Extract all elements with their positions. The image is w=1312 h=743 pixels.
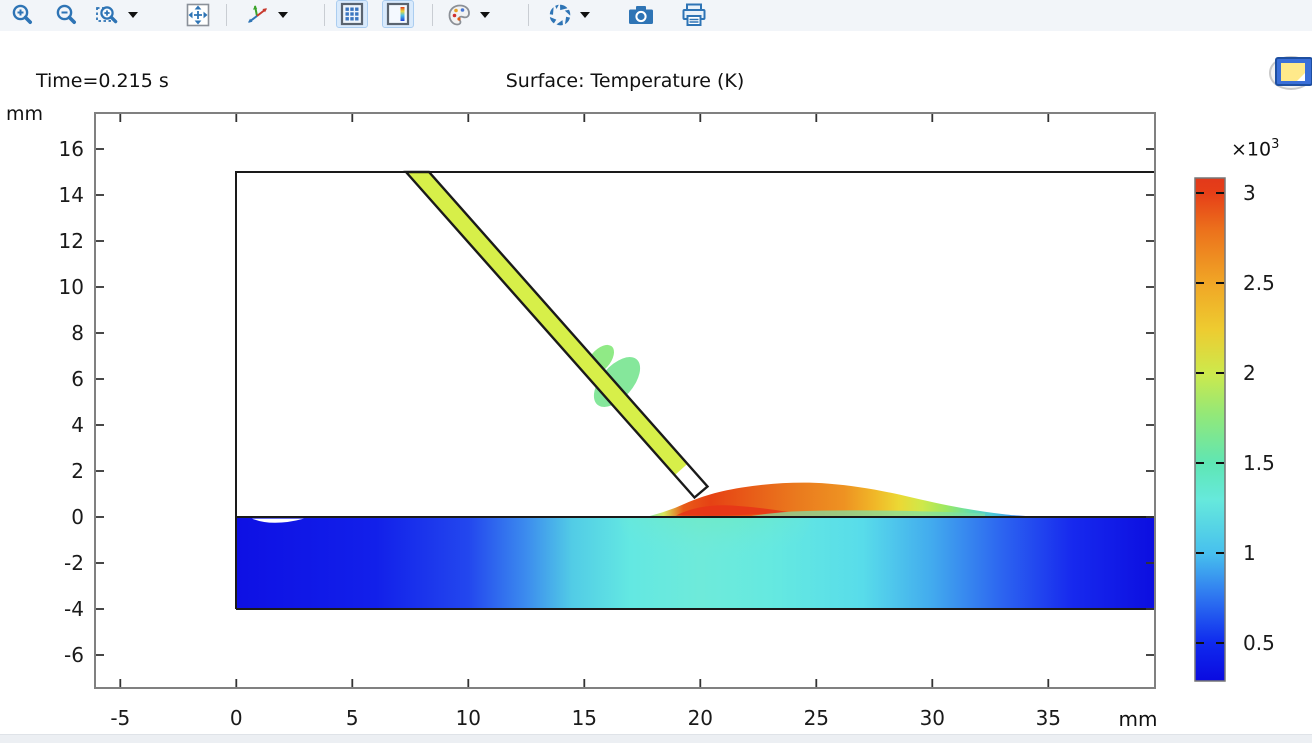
- window-icon-content: [1281, 63, 1305, 81]
- y-axis-unit-label: mm: [6, 103, 44, 125]
- show-grid-icon: [336, 0, 368, 28]
- color-palette-button[interactable]: [444, 2, 490, 28]
- y-tick-label: 4: [71, 413, 84, 437]
- zoom-box-dropdown-icon: [128, 12, 138, 18]
- colorbar-tick-label: 1: [1243, 541, 1256, 565]
- x-tick-label: 20: [688, 706, 713, 730]
- x-tick-label: 5: [346, 706, 359, 730]
- x-tick-label: -5: [110, 706, 130, 730]
- snapshot-camera-button[interactable]: [624, 2, 658, 28]
- toolbar-separator: [528, 4, 529, 26]
- colorbar-multiplier-label: ×103: [1231, 137, 1280, 161]
- print-icon: [678, 1, 710, 29]
- scene-light-icon: [544, 1, 576, 29]
- x-tick-label: 35: [1036, 706, 1061, 730]
- x-axis-ticks: -5 0 5 10 15 20 25 30 35: [110, 114, 1061, 730]
- surface-depression: [252, 518, 304, 523]
- graphics-toolbar: [0, 0, 1312, 31]
- scene-light-button[interactable]: [544, 2, 590, 28]
- zoom-out-icon: [52, 1, 82, 29]
- colorbar-tick-label: 0.5: [1243, 631, 1275, 655]
- colorbar-tick-label: 2.5: [1243, 271, 1275, 295]
- x-tick-label: 15: [572, 706, 597, 730]
- view-axes-icon: [242, 1, 274, 29]
- color-palette-dropdown-icon: [480, 12, 490, 18]
- y-tick-label: -4: [64, 597, 84, 621]
- y-tick-label: -2: [64, 551, 84, 575]
- zoom-extents-icon: [182, 1, 214, 29]
- enclosure-box-outline: [235, 171, 1155, 609]
- zoom-out-button[interactable]: [52, 2, 82, 28]
- x-tick-label: 25: [804, 706, 829, 730]
- colorbar-tick-label: 1.5: [1243, 451, 1275, 475]
- y-tick-label: 6: [71, 367, 84, 391]
- y-axis-ticks: 16 14 12 10 8 6 4 2 0 -2 -4 -6: [59, 137, 1154, 667]
- y-tick-label: 2: [71, 459, 84, 483]
- plot-frame: [94, 112, 1156, 689]
- filler-wire-hot-section: [406, 172, 688, 476]
- y-tick-label: 10: [59, 275, 84, 299]
- print-button[interactable]: [678, 2, 710, 28]
- x-tick-label: 10: [456, 706, 481, 730]
- x-tick-label: 30: [920, 706, 945, 730]
- x-axis-unit-label: mm: [1118, 707, 1158, 731]
- heat-affected-zone: [620, 518, 810, 568]
- toolbar-separator: [432, 4, 433, 26]
- zoom-extents-button[interactable]: [182, 2, 214, 28]
- colorbar: [1194, 177, 1226, 682]
- view-axes-dropdown-icon: [278, 12, 288, 18]
- weld-bead-hot-core: [676, 505, 788, 516]
- time-annotation: Time=0.215 s: [36, 70, 169, 92]
- colorbar-ticks: 3 2.5 2 1.5 1 0.5: [1196, 181, 1275, 655]
- show-color-legend-icon: [382, 0, 414, 28]
- colorbar-tick-label: 3: [1243, 181, 1256, 205]
- y-tick-label: 16: [59, 137, 84, 161]
- y-tick-label: 0: [71, 505, 84, 529]
- show-color-legend-button[interactable]: [382, 0, 414, 28]
- toolbar-separator: [226, 4, 227, 26]
- zoom-in-icon: [8, 1, 38, 29]
- zoom-box-icon: [92, 1, 124, 29]
- color-palette-icon: [444, 1, 476, 29]
- y-tick-label: 12: [59, 229, 84, 253]
- x-tick-label: 0: [230, 706, 243, 730]
- y-tick-label: 8: [71, 321, 84, 345]
- undock-window-button[interactable]: [1262, 50, 1312, 96]
- show-grid-button[interactable]: [336, 0, 368, 28]
- y-tick-label: 14: [59, 183, 84, 207]
- zoom-box-button[interactable]: [92, 2, 138, 28]
- window-icon-fold: [1297, 73, 1305, 81]
- zoom-in-button[interactable]: [8, 2, 38, 28]
- plot-title: Surface: Temperature (K): [505, 70, 745, 92]
- y-tick-label: -6: [64, 643, 84, 667]
- bottom-edge-strip: [0, 734, 1312, 743]
- scene-light-dropdown-icon: [580, 12, 590, 18]
- colorbar-tick-label: 2: [1243, 361, 1256, 385]
- toolbar-separator: [324, 4, 325, 26]
- weld-bead-base-rim: [748, 510, 985, 517]
- snapshot-camera-icon: [624, 1, 658, 29]
- view-axes-button[interactable]: [242, 2, 288, 28]
